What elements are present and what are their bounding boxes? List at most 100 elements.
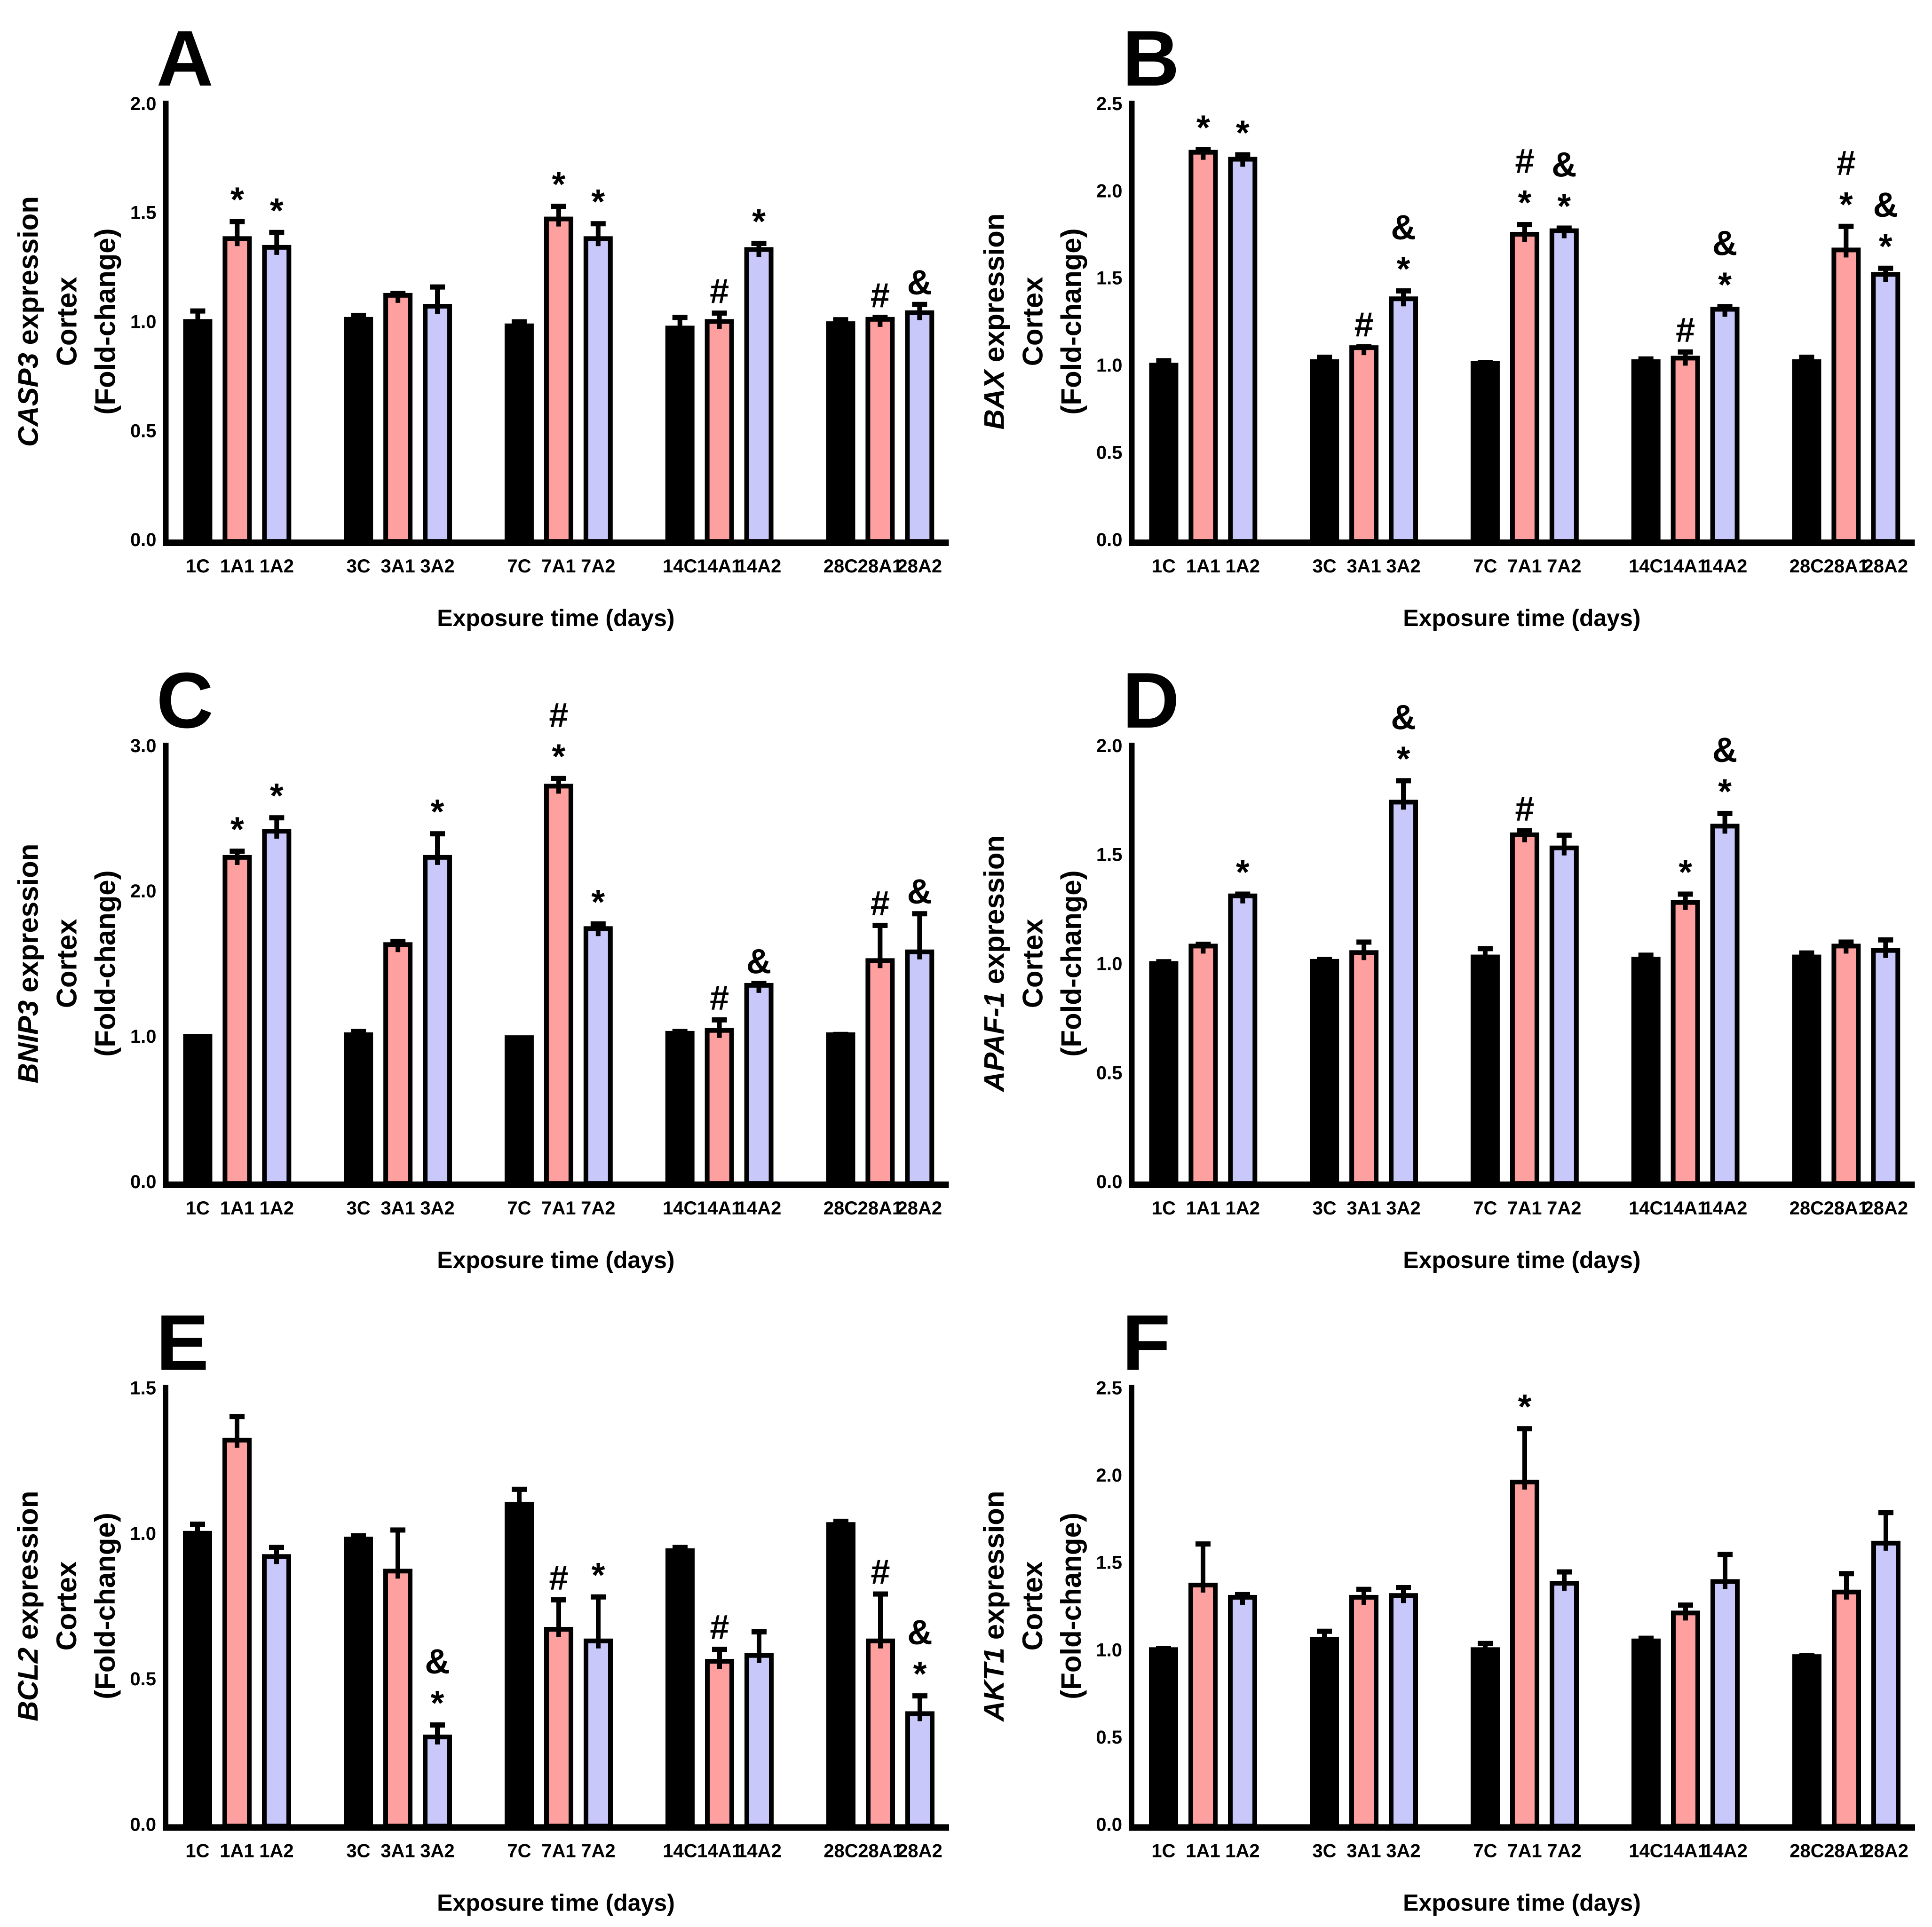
panel-F: F AKT1 expression Cortex (Fold-change) 0.0 0.… [966,1284,1932,1927]
bar-1A1 [1188,150,1218,544]
error-bar-cap [1196,147,1211,152]
bar-7A2 [1550,1581,1579,1829]
error-bar-line [595,223,601,246]
bar-1C [1149,961,1179,1186]
x-tick-label: 28C [1789,1841,1824,1862]
error-bar-line [1844,225,1849,258]
bar-14A2 [744,247,774,544]
error-bar-line [1643,954,1648,967]
significance-symbol-amp: & [1391,698,1416,737]
error-bar-line [1240,1594,1245,1605]
significance-symbol-amp: & [1391,208,1416,247]
y-axis-title-line: (Fold-change) [90,870,121,1056]
x-axis-title: Exposure time (days) [437,605,674,631]
error-bar-line [396,940,401,952]
x-tick-label: 7A2 [1547,1198,1581,1219]
error-bar-line [1883,267,1888,282]
x-tick-label: 3C [1313,1198,1337,1219]
x-tick-label: 1A1 [220,1198,254,1219]
significance-symbol-hash: # [710,1608,729,1647]
error-bar-cap [673,1545,688,1550]
error-bar-cap [1799,1653,1814,1658]
bar-1A2 [1228,893,1258,1186]
significance-symbol-amp: & [1712,730,1737,769]
significance-symbol-star: * [431,792,444,831]
x-tick-label: 3A2 [420,556,454,577]
error-bar-cap [712,1647,727,1652]
error-bar-line [918,1695,922,1721]
bar-28A2 [905,949,934,1186]
error-bar-line [435,833,440,865]
error-bar-line [516,321,522,333]
error-bar-cap [1196,1541,1211,1547]
error-bar-cap [1477,360,1493,365]
significance-symbol-amp: & [425,1642,450,1681]
error-bar-cap [1156,358,1172,364]
error-bar-cap [1878,937,1893,943]
error-bar-line [556,206,561,227]
bar-14A2 [1710,1579,1740,1829]
significance-symbol-amp: & [1552,145,1576,184]
error-bar-line [274,1546,279,1564]
x-tick-label: 14C [1629,556,1663,577]
bar-28A2 [1871,948,1900,1186]
y-tick-label: 0.0 [1096,530,1123,550]
y-axis-title-line: AKT1 expression [978,1491,1010,1722]
x-tick-label: 14A1 [697,1198,742,1219]
error-bar-cap [351,1533,366,1538]
significance-symbol-amp: & [1873,185,1898,224]
x-tick-label: 14C [663,1841,697,1862]
error-bar-cap [1838,223,1854,229]
error-bar-line [1804,356,1809,369]
y-axis-line [1129,100,1135,547]
bar-3A2 [1389,800,1418,1186]
error-bar-cap [1396,778,1411,784]
bar-3A1 [1349,345,1379,544]
y-tick-label: 1.0 [130,311,157,332]
y-tick-label: 1.5 [130,1378,156,1399]
error-bar-line [1805,1655,1809,1665]
x-tick-label: 7A1 [1507,1198,1542,1219]
x-tick-label: 3A1 [380,1198,415,1219]
bar-14A2 [744,983,774,1186]
error-bar-cap [590,921,606,927]
y-tick-label: 0.0 [130,530,157,550]
error-bar-line [1522,224,1527,242]
bar-28C [826,1522,855,1829]
x-tick-label: 28C [1789,556,1824,577]
error-bar-cap [430,284,445,290]
error-bar-line [1844,1573,1849,1600]
bar-28A2 [905,310,934,544]
bar-7A2 [583,236,613,544]
x-axis-title: Exposure time (days) [437,1890,675,1916]
panel-C-chart: C BNIP3 expression Cortex (Fold-change) 0.0 1… [13,656,949,1273]
significance-symbol-star: * [431,1683,444,1722]
significance-symbol-star: * [230,809,244,849]
bar-3C [1310,1637,1339,1829]
bar-7C [1470,954,1500,1186]
significance-symbol-star: * [1839,185,1853,224]
y-tick-label: 0.5 [130,420,157,441]
error-bar-cap [351,1029,366,1034]
significance-symbol-star: * [1518,183,1531,222]
error-bar-line [677,1031,682,1041]
significance-symbol-star: * [270,191,284,230]
panel-B: B BAX expression Cortex (Fold-change) 0.0 0.5… [966,0,1932,642]
error-bar-line [235,1416,239,1448]
x-tick-label: 7A1 [541,1198,576,1219]
error-bar-line [756,983,761,993]
error-bar-line [1482,948,1488,965]
y-axis-title-line: APAF-1 expression [979,835,1010,1093]
bar-1C [1149,363,1179,544]
x-tick-label: 28A1 [1824,1841,1869,1862]
bar-7A2 [1549,845,1579,1186]
error-bar-line [235,850,240,865]
bar-28A2 [1871,272,1900,544]
error-bar-cap [1717,304,1733,309]
x-tick-label: 1A1 [1186,1841,1220,1862]
bar-14A1 [705,1659,734,1829]
bar-3A1 [1349,1594,1378,1829]
error-bar-line [756,242,761,257]
x-tick-label: 14A2 [736,1841,782,1862]
error-bar-cap [1678,1602,1693,1608]
